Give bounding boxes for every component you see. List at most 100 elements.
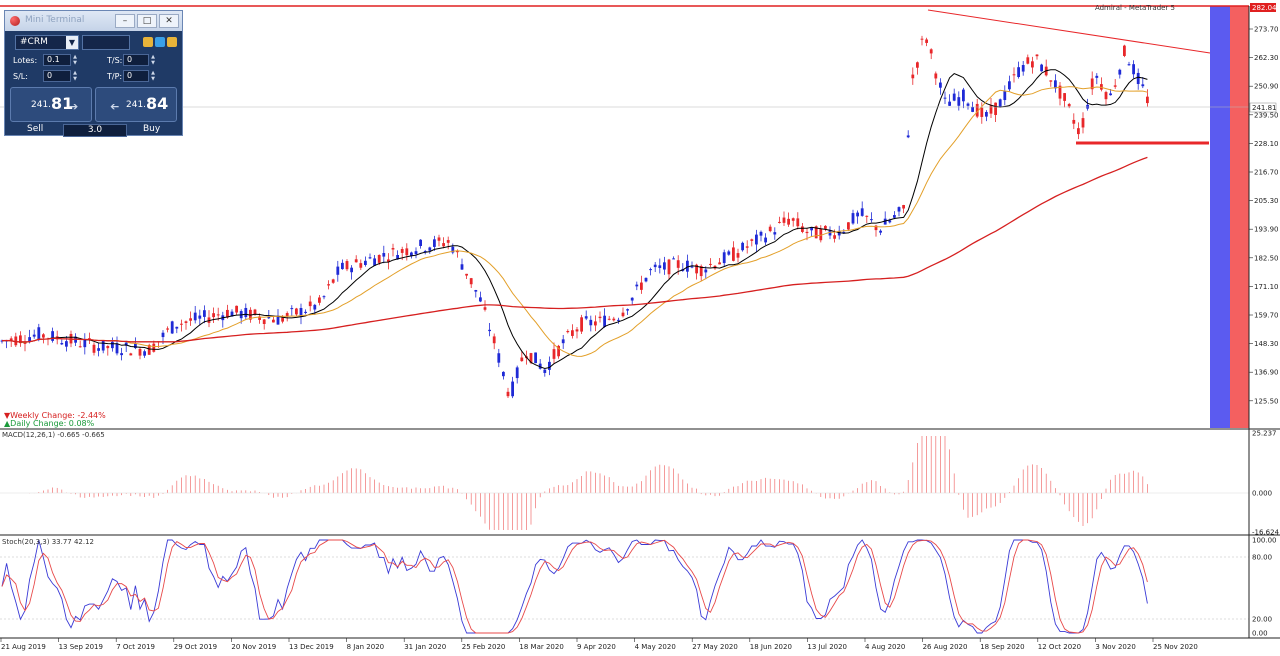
minimize-button[interactable]: – [115, 14, 135, 28]
close-button[interactable]: ✕ [159, 14, 179, 28]
candle-body [612, 318, 616, 321]
symbol-select[interactable]: #CRM [15, 35, 79, 50]
candle-body [847, 222, 850, 230]
candle-body [129, 353, 133, 356]
sell-price-box[interactable]: 241. 81 ➔ [10, 87, 92, 122]
candle-body [865, 215, 869, 217]
candle-body [718, 262, 721, 265]
candle-body [621, 312, 625, 317]
candle-body [778, 221, 781, 223]
mini-terminal-titlebar[interactable]: Mini Terminal – □ ✕ [5, 11, 182, 31]
candle-body [1118, 69, 1122, 75]
candle-body [663, 262, 666, 270]
candle-body [359, 263, 363, 268]
daily-change: ▲Daily Change: 0.08% [4, 419, 95, 428]
chevron-down-icon[interactable]: ▼ [66, 36, 78, 49]
candle-body [203, 310, 206, 317]
candle-body [180, 323, 183, 325]
sell-price-small: 241. [31, 100, 52, 110]
candle-body [911, 74, 915, 79]
candle-body [32, 334, 36, 337]
candle-body [120, 353, 123, 356]
candle-body [299, 307, 303, 317]
candle-body [750, 239, 754, 241]
buy-price-box[interactable]: ➔ 241. 84 [95, 87, 177, 122]
lots-stepper[interactable]: ▲ ▼ [73, 54, 77, 66]
candle-body [1077, 128, 1080, 135]
candle-body [483, 307, 487, 310]
candle-body [653, 264, 657, 268]
candle-body [515, 367, 519, 379]
candle-body [722, 252, 726, 264]
sl-stepper[interactable]: ▲ ▼ [73, 70, 77, 82]
candle-body [851, 213, 855, 224]
candle-body [138, 348, 142, 356]
candle-body [939, 82, 942, 88]
candle-body [331, 279, 335, 283]
candle-body [566, 331, 570, 333]
candle-body [870, 219, 873, 221]
candle-body [1067, 103, 1071, 107]
future-band-blue [1210, 6, 1230, 428]
candle-body [106, 345, 110, 349]
ts-field[interactable]: 0 [123, 54, 149, 66]
candle-body [1040, 64, 1043, 72]
candle-body [456, 250, 459, 253]
candle-body [42, 334, 45, 338]
candle-body [607, 318, 611, 320]
settings-icon[interactable] [155, 37, 165, 47]
current-price-tag: 241.81 [1252, 104, 1277, 112]
candle-body [295, 308, 298, 315]
candle-body [755, 234, 758, 245]
chart-icon[interactable] [167, 37, 177, 47]
sell-button[interactable]: Sell [27, 124, 44, 134]
candle-body [782, 217, 786, 223]
candle-body [584, 316, 588, 319]
candle-body [433, 239, 436, 247]
ts-stepper[interactable]: ▲ ▼ [151, 54, 155, 66]
candle-body [83, 339, 87, 348]
lock-icon[interactable] [143, 37, 153, 47]
candle-body [442, 243, 445, 247]
candle-body [902, 205, 905, 209]
candle-body [571, 330, 574, 336]
buy-button[interactable]: Buy [143, 124, 161, 134]
tp-stepper[interactable]: ▲ ▼ [151, 70, 155, 82]
candle-body [465, 273, 468, 276]
top-price-tag-bg [1250, 3, 1276, 12]
candle-body [258, 316, 261, 320]
candle-body [548, 361, 551, 370]
candle-body [768, 226, 772, 232]
weekly-change: ▼Weekly Change: -2.44% [4, 411, 106, 420]
candle-body [318, 297, 321, 303]
trendline-resistance[interactable] [927, 9, 1211, 54]
candle-body [828, 230, 832, 236]
candle-body [796, 218, 800, 227]
maximize-button[interactable]: □ [137, 14, 157, 28]
quantity-field[interactable]: 3.0 [63, 124, 127, 137]
candle-body [226, 309, 229, 318]
candle-body [60, 343, 64, 345]
candle-body [617, 319, 620, 321]
candle-body [166, 328, 169, 330]
candle-body [322, 296, 326, 298]
date-tick-label: 25 Feb 2020 [462, 643, 506, 651]
candle-body [19, 335, 22, 344]
candle-body [672, 258, 675, 260]
candle-body [980, 107, 984, 117]
candle-body [773, 232, 777, 235]
tp-field[interactable]: 0 [123, 70, 149, 82]
candle-body [952, 93, 956, 101]
sl-label: S/L: [13, 72, 28, 81]
date-tick-label: 3 Nov 2020 [1095, 643, 1135, 651]
date-tick-label: 27 May 2020 [692, 643, 738, 651]
mini-terminal[interactable]: Mini Terminal – □ ✕ #CRM ▼ Lotes: 0.1 ▲ ▼… [4, 10, 183, 137]
candle-body [906, 135, 910, 138]
candle-body [575, 329, 579, 332]
candle-body [805, 231, 809, 234]
lots-field[interactable]: 0.1 [43, 54, 71, 66]
sl-field[interactable]: 0 [43, 70, 71, 82]
lots-label: Lotes: [13, 56, 38, 65]
